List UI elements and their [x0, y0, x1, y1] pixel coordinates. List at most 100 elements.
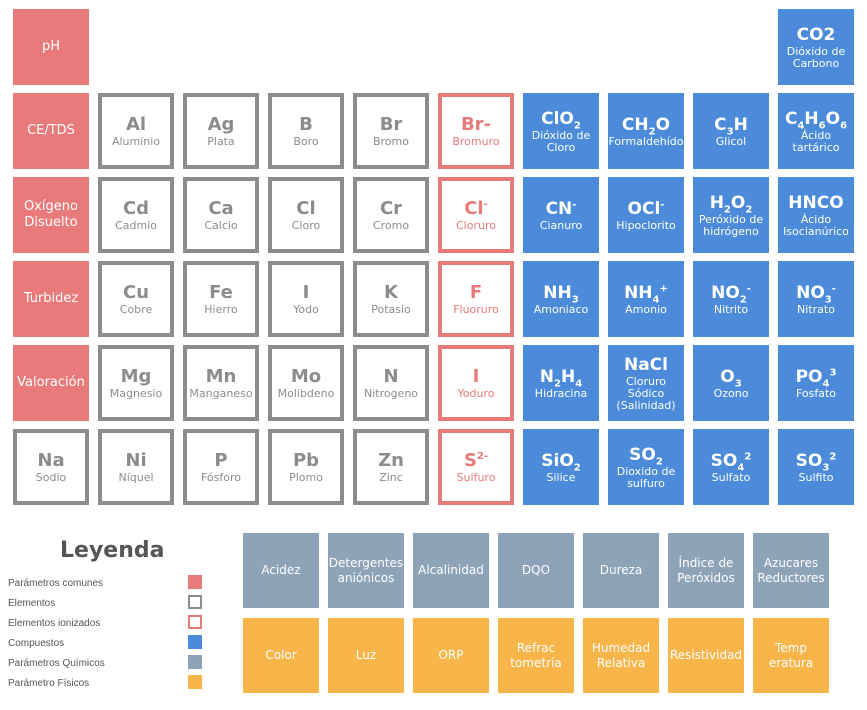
element-tile[interactable]: K Potasio: [353, 261, 429, 337]
element-tile[interactable]: Ag Plata: [183, 93, 259, 169]
compound-tile[interactable]: ClO2 Dióxido de Cloro: [523, 93, 599, 169]
physical-param-tile[interactable]: Resistividad: [668, 618, 744, 693]
element-tile[interactable]: B Boro: [268, 93, 344, 169]
element-symbol: Cr: [379, 197, 403, 219]
physical-param-tile[interactable]: Refrac tometría: [498, 618, 574, 693]
compound-tile[interactable]: CO2 Dióxido de Carbono: [778, 9, 854, 85]
element-symbol: Al: [125, 113, 147, 135]
compound-tile[interactable]: SO42 Sulfato: [693, 429, 769, 505]
compound-name: Silice: [546, 470, 576, 484]
chemical-param-label: Detergentes aniónicos: [328, 555, 404, 585]
element-tile[interactable]: Br Bromo: [353, 93, 429, 169]
element-symbol: Na: [37, 449, 65, 471]
compound-tile[interactable]: PO43 Fosfato: [778, 345, 854, 421]
element-tile[interactable]: Ca Calcio: [183, 177, 259, 253]
ion-tile[interactable]: F Fluoruro: [438, 261, 514, 337]
chemical-param-tile[interactable]: Dureza: [583, 533, 659, 608]
element-tile[interactable]: Fe Hierro: [183, 261, 259, 337]
param-tile[interactable]: Oxígeno Disuelto: [13, 177, 89, 253]
physical-param-tile[interactable]: Humedad Relativa: [583, 618, 659, 693]
element-tile[interactable]: Cl Cloro: [268, 177, 344, 253]
element-symbol: Pb: [292, 449, 320, 471]
element-tile[interactable]: P Fósforo: [183, 429, 259, 505]
element-tile[interactable]: Cu Cobre: [98, 261, 174, 337]
compound-tile[interactable]: H2O2 Peróxido de hidrógeno: [693, 177, 769, 253]
compound-formula: PO43: [795, 366, 837, 389]
element-tile[interactable]: Pb Plomo: [268, 429, 344, 505]
param-tile[interactable]: CE/TDS: [13, 93, 89, 169]
element-name: Fósforo: [200, 470, 241, 484]
param-label: pH: [41, 39, 61, 54]
physical-param-tile[interactable]: ORP: [413, 618, 489, 693]
compound-tile[interactable]: CH2O Formaldehído: [608, 93, 684, 169]
compound-tile[interactable]: NO2- Nitrito: [693, 261, 769, 337]
chemical-param-tile[interactable]: Azucares Reductores: [753, 533, 829, 608]
element-tile[interactable]: Mg Magnesio: [98, 345, 174, 421]
element-name: Manganeso: [189, 386, 253, 400]
compound-formula: C3H: [714, 114, 748, 137]
element-name: Níquel: [118, 470, 154, 484]
param-label: Valoración: [17, 375, 85, 390]
element-tile[interactable]: I Yodo: [268, 261, 344, 337]
element-tile[interactable]: Cr Cromo: [353, 177, 429, 253]
param-tile[interactable]: Valoración: [13, 345, 89, 421]
ion-tile[interactable]: Cl- Cloruro: [438, 177, 514, 253]
ion-tile[interactable]: Br- Bromuro: [438, 93, 514, 169]
physical-param-label: Humedad Relativa: [591, 640, 651, 670]
physical-param-tile[interactable]: Temp eratura: [753, 618, 829, 693]
chemical-param-tile[interactable]: Acidez: [243, 533, 319, 608]
element-symbol: Mn: [205, 365, 237, 387]
legend-label: Parámetros comunes: [8, 578, 104, 589]
compound-tile[interactable]: O3 Ozono: [693, 345, 769, 421]
compound-formula: CH2O: [621, 114, 671, 137]
ion-symbol: Cl-: [464, 197, 488, 219]
compound-formula: O3: [720, 366, 742, 389]
element-name: Molibdeno: [277, 386, 335, 400]
element-tile[interactable]: Zn Zinc: [353, 429, 429, 505]
ion-tile[interactable]: S2- Sulfuro: [438, 429, 514, 505]
compound-tile[interactable]: N2H4 Hidracina: [523, 345, 599, 421]
compound-name: Hipoclorito: [616, 218, 676, 232]
compound-formula: NH3: [543, 282, 579, 305]
compound-formula: H2O2: [709, 192, 753, 215]
ion-tile[interactable]: I Yoduro: [438, 345, 514, 421]
element-name: Magnesio: [109, 386, 163, 400]
param-tile[interactable]: pH: [13, 9, 89, 85]
compound-name: Nitrito: [713, 302, 749, 316]
param-tile[interactable]: Turbidez: [13, 261, 89, 337]
physical-param-tile[interactable]: Color: [243, 618, 319, 693]
chemical-param-tile[interactable]: Detergentes aniónicos: [328, 533, 404, 608]
element-tile[interactable]: Cd Cadmio: [98, 177, 174, 253]
element-tile[interactable]: Mn Manganeso: [183, 345, 259, 421]
compound-formula: N2H4: [539, 366, 583, 389]
element-tile[interactable]: Ni Níquel: [98, 429, 174, 505]
compound-name: Formaldehído: [608, 134, 684, 148]
compound-tile[interactable]: NO3- Nitrato: [778, 261, 854, 337]
compound-tile[interactable]: CN- Cianuro: [523, 177, 599, 253]
compound-tile[interactable]: NaCl Cloruro Sódico (Salinidad): [608, 345, 684, 421]
element-name: Plomo: [289, 470, 323, 484]
compound-tile[interactable]: SO2 Dioxido de sulfuro: [608, 429, 684, 505]
compound-tile[interactable]: HNCO Ácido Isocianúrico: [778, 177, 854, 253]
compound-name: Amonio: [625, 302, 667, 316]
compound-tile[interactable]: C4H6O6 Ácido tartárico: [778, 93, 854, 169]
element-name: Zinc: [379, 470, 403, 484]
compound-tile[interactable]: SiO2 Silice: [523, 429, 599, 505]
element-tile[interactable]: Al Aluminio: [98, 93, 174, 169]
chemical-param-tile[interactable]: Índice de Peróxidos: [668, 533, 744, 608]
element-tile[interactable]: Mo Molibdeno: [268, 345, 344, 421]
compound-tile[interactable]: NH3 Amoniaco: [523, 261, 599, 337]
chemical-param-label: Índice de Peróxidos: [677, 555, 735, 585]
compound-tile[interactable]: NH4+ Amonio: [608, 261, 684, 337]
element-tile[interactable]: Na Sodio: [13, 429, 89, 505]
compound-name: Hidracina: [534, 386, 588, 400]
element-tile[interactable]: N Nitrogeno: [353, 345, 429, 421]
compound-tile[interactable]: SO32 Sulfito: [778, 429, 854, 505]
physical-param-tile[interactable]: Luz: [328, 618, 404, 693]
chemical-param-tile[interactable]: Alcalinidad: [413, 533, 489, 608]
element-name: Nitrogeno: [363, 386, 419, 400]
chemical-param-tile[interactable]: DQO: [498, 533, 574, 608]
compound-formula: ClO2: [541, 108, 581, 131]
compound-tile[interactable]: C3H Glicol: [693, 93, 769, 169]
compound-tile[interactable]: OCl- Hipoclorito: [608, 177, 684, 253]
